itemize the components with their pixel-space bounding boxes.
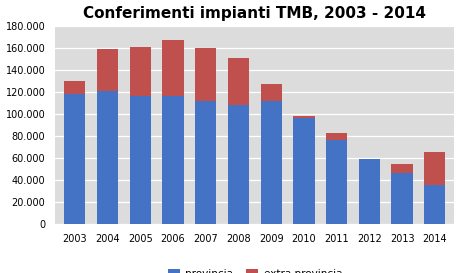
Bar [293,118,314,224]
Bar [260,84,281,101]
Bar [227,58,248,105]
Bar [64,81,85,94]
Bar [227,105,248,224]
Bar [325,140,347,224]
Bar [391,164,412,173]
Bar [129,96,151,224]
Title: Conferimenti impianti TMB, 2003 - 2014: Conferimenti impianti TMB, 2003 - 2014 [83,5,425,20]
Bar [325,133,347,140]
Bar [358,159,379,224]
Bar [129,47,151,96]
Bar [64,94,85,224]
Bar [423,185,444,224]
Legend: provincia, extra provincia: provincia, extra provincia [163,265,346,273]
Bar [97,49,118,91]
Bar [195,101,216,224]
Bar [260,101,281,224]
Bar [391,173,412,224]
Bar [423,152,444,185]
Bar [195,48,216,101]
Bar [162,96,183,224]
Bar [293,116,314,118]
Bar [162,40,183,96]
Bar [97,91,118,224]
